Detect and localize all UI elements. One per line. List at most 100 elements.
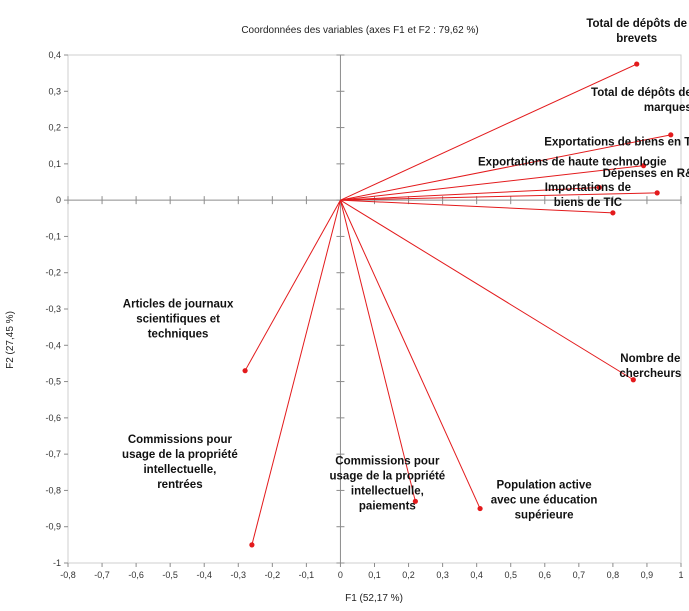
x-tick-label: -0,3 <box>231 570 247 580</box>
variable-point <box>610 210 616 216</box>
y-tick-label: -0,3 <box>45 304 61 314</box>
chart-title: Coordonnées des variables (axes F1 et F2… <box>241 25 478 36</box>
x-tick-label: 0,4 <box>470 570 483 580</box>
x-tick-label: 0,1 <box>368 570 381 580</box>
variable-label-line: Articles de journaux <box>123 299 234 311</box>
variable-vector <box>340 134 671 201</box>
x-tick-label: 0,3 <box>436 570 449 580</box>
variable-label: Nombre de chercheurs <box>619 353 681 380</box>
variable-point <box>596 184 602 191</box>
variable-label-line: supérieure <box>515 510 574 522</box>
variable-label: Exportations de biens en TIC <box>544 137 689 149</box>
variable-label-line: Exportations de biens en TIC <box>544 137 689 149</box>
x-tick-label: -0,4 <box>196 570 212 580</box>
variable-label-line: Commissions pour <box>335 455 440 467</box>
variable-label-line: Total de dépôts de <box>586 18 687 30</box>
variable-label-line: rentrées <box>157 479 202 491</box>
variable-label: Articles de journaux scientifiques et tech… <box>123 299 234 341</box>
y-tick-label: 0,2 <box>48 123 61 133</box>
y-tick-label: 0,1 <box>48 159 61 169</box>
x-tick-label: 0 <box>338 570 343 580</box>
variable-point <box>249 542 255 548</box>
variable-label-line: paiements <box>359 500 416 512</box>
variable-vector <box>339 200 416 502</box>
variable-point <box>634 61 640 67</box>
variable-label: Commissions pour usage de la propriété int… <box>122 434 238 491</box>
variable-point <box>654 190 660 196</box>
variable-label-line: Importations de <box>545 182 631 194</box>
x-tick-label: -0,6 <box>128 570 144 580</box>
variable-label-line: usage de la propriété <box>330 470 446 482</box>
x-tick-label: 0,2 <box>402 570 415 580</box>
variable-label-line: chercheurs <box>619 368 681 380</box>
variable-label: Dépenses en R&D <box>603 168 689 180</box>
variable-label-line: techniques <box>148 329 209 341</box>
x-tick-label: 1 <box>678 570 683 580</box>
variable-label: Exportations de haute technologie <box>478 156 667 168</box>
variable-vector <box>340 165 644 201</box>
variable-point <box>668 132 674 138</box>
y-tick-label: -0,7 <box>45 449 61 459</box>
x-tick-labels: -0,8 -0,7 -0,6 -0,5 -0,4 -0,3 -0,2 -0,1 0 0,1 0,2 0… <box>60 570 683 580</box>
variable-label: Population active avec une éducation supér… <box>491 480 598 522</box>
variable-label-line: biens de TIC <box>554 197 622 209</box>
y-axis-title: F2 (27,45 %) <box>5 311 16 369</box>
y-tick-label: -0,9 <box>45 522 61 532</box>
variable-point <box>242 368 248 374</box>
variable-vector <box>251 200 341 545</box>
x-tick-label: -0,8 <box>60 570 76 580</box>
variable-label-line: Exportations de haute technologie <box>478 156 667 168</box>
variable-label-line: avec une éducation <box>491 495 598 507</box>
variable-point <box>640 163 647 169</box>
x-tick-label: 0,7 <box>573 570 586 580</box>
variable-vector <box>339 199 481 509</box>
variable-label-line: usage de la propriété <box>122 449 238 461</box>
x-tick-label: -0,1 <box>299 570 315 580</box>
variable-vector <box>340 192 658 201</box>
variable-label-line: marques <box>644 102 689 114</box>
variable-vector <box>244 199 341 371</box>
variable-point <box>477 505 483 512</box>
variable-vector <box>340 199 613 214</box>
y-tick-labels: 0,4 0,3 0,2 0,1 0 -0,1 -0,2 -0,3 -0,4 -0,5 -0,6 -0,… <box>45 50 61 568</box>
y-tick-label: 0,4 <box>48 50 61 60</box>
x-tick-label: 0,8 <box>607 570 620 580</box>
x-tick-label: 0,9 <box>641 570 654 580</box>
variable-label-line: scientifiques et <box>136 314 220 326</box>
variable-label-line: Commissions pour <box>128 434 233 446</box>
variable-vector <box>340 199 634 381</box>
variable-point <box>412 498 418 504</box>
variable-vector <box>340 186 600 201</box>
variable-label-line: Total de dépôts de <box>591 87 689 99</box>
x-axis-title: F1 (52,17 %) <box>345 593 403 604</box>
y-tick-label: 0,3 <box>48 86 61 96</box>
x-tick-label: -0,2 <box>265 570 281 580</box>
x-tick-label: 0,5 <box>504 570 517 580</box>
variable-vector <box>340 63 637 201</box>
variable-label-line: brevets <box>616 33 657 45</box>
axes <box>64 54 682 567</box>
y-tick-label: 0 <box>56 195 61 205</box>
y-tick-label: -1 <box>53 558 61 568</box>
y-tick-label: -0,4 <box>45 340 61 350</box>
variable-label-line: intellectuelle, <box>143 464 216 476</box>
x-tick-label: 0,6 <box>539 570 552 580</box>
y-tick-label: -0,1 <box>45 231 61 241</box>
x-tick-label: -0,7 <box>94 570 110 580</box>
variable-label: Commissions pour usage de la propriété int… <box>330 455 446 512</box>
y-tick-label: -0,8 <box>45 485 61 495</box>
y-tick-label: -0,2 <box>45 268 61 278</box>
variable-point <box>630 377 636 383</box>
y-tick-label: -0,6 <box>45 413 61 423</box>
y-tick-label: -0,5 <box>45 377 61 387</box>
variable-label-line: Population active <box>496 480 591 492</box>
variable-label: Importations de biens de TIC <box>545 182 631 209</box>
variable-label: Total de dépôts de brevets <box>586 18 687 45</box>
variable-label: Total de dépôts de marques <box>591 87 689 114</box>
x-tick-label: -0,5 <box>162 570 178 580</box>
variable-vectors <box>242 61 674 548</box>
variable-label-line: intellectuelle, <box>351 485 424 497</box>
variable-label-line: Dépenses en R&D <box>603 168 689 180</box>
